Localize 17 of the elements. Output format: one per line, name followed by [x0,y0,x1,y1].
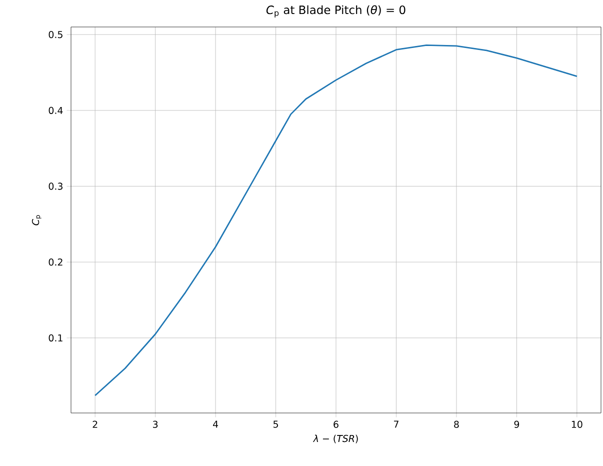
y-axis-title: C$_{p}$ [32,215,42,226]
y-tick-label: 0.3 [48,182,62,190]
x-tick-label: 4 [213,420,218,428]
x-tick-label: 2 [92,420,98,428]
y-tick-label: 0.5 [48,30,62,38]
x-tick-label: 6 [334,420,338,428]
x-tick-label: 9 [514,420,520,428]
y-tick-label: 0.1 [48,334,62,342]
x-tick-label: 3 [153,420,158,428]
x-tick-label: 7 [394,420,398,428]
chart-title: C$_{p}$ at Blade Pitch (θ) = 0 [266,5,406,18]
y-tick-label: 0.2 [48,258,62,266]
x-tick-label: 8 [454,420,459,428]
x-tick-label: 10 [572,420,582,428]
x-tick-label: 5 [274,420,278,428]
x-axis-title: λ − (TSR) [312,434,358,444]
y-tick-label: 0.4 [48,106,63,114]
